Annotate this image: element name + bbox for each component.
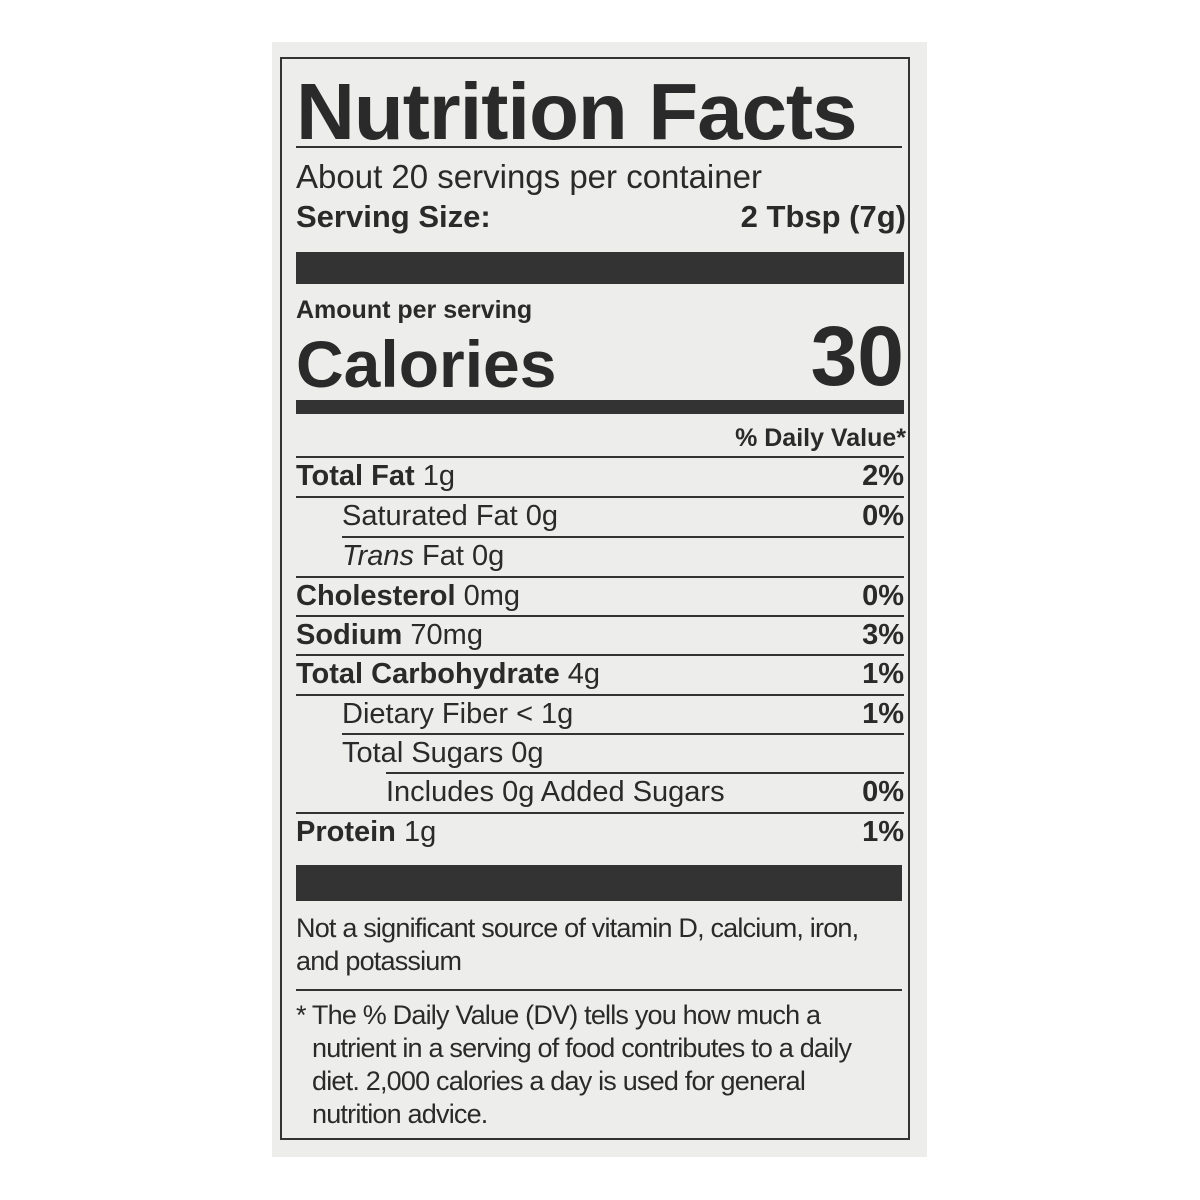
thick-divider — [296, 865, 902, 901]
calories-value: 30 — [810, 309, 904, 403]
nutrient-row-added-sugars: Includes 0g Added Sugars 0% — [296, 772, 904, 812]
nutrient-row-dietary-fiber: Dietary Fiber < 1g 1% — [296, 694, 904, 734]
divider — [296, 146, 902, 148]
label-background — [272, 42, 927, 1157]
divider — [296, 989, 902, 991]
vitamins-note-continued: and potassium — [296, 946, 462, 976]
servings-per-container: About 20 servings per container — [296, 158, 762, 195]
footnote-line: nutrient in a serving of food contribute… — [312, 1033, 852, 1063]
nutrient-row-sodium: Sodium 70mg 3% — [296, 615, 904, 655]
nutrient-row-total-fat: Total Fat 1g 2% — [296, 456, 904, 496]
serving-size-value: 2 Tbsp (7g) — [740, 199, 906, 234]
thick-divider — [296, 252, 904, 284]
daily-value-header: % Daily Value* — [735, 424, 906, 452]
nutrient-row-saturated-fat: Saturated Fat 0g 0% — [296, 496, 904, 536]
thick-divider — [296, 400, 904, 414]
vitamins-note: Not a significant source of vitamin D, c… — [296, 913, 859, 943]
serving-size-label: Serving Size: — [296, 199, 491, 234]
nutrient-row-trans-fat: Trans Fat 0g — [296, 536, 904, 576]
label-title: Nutrition Facts — [296, 67, 857, 156]
nutrient-row-total-carbohydrate: Total Carbohydrate 4g 1% — [296, 654, 904, 694]
footnote-line: * The % Daily Value (DV) tells you how m… — [296, 1000, 821, 1030]
footnote-line: diet. 2,000 calories a day is used for g… — [312, 1066, 806, 1096]
nutrient-row-protein: Protein 1g 1% — [296, 812, 904, 852]
nutrition-facts-panel — [280, 57, 910, 1140]
calories-label: Calories — [296, 327, 557, 401]
footnote-line: nutrition advice. — [312, 1099, 488, 1129]
nutrient-row-total-sugars: Total Sugars 0g — [296, 733, 904, 773]
amount-per-serving: Amount per serving — [296, 296, 533, 324]
nutrient-row-cholesterol: Cholesterol 0mg 0% — [296, 576, 904, 616]
